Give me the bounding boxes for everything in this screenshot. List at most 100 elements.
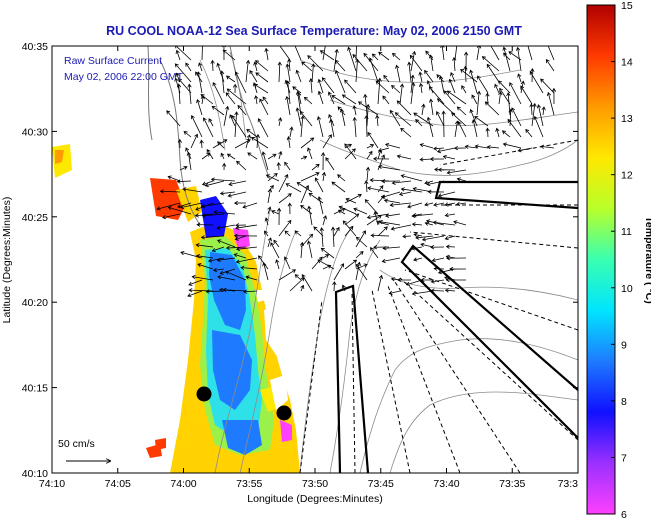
current-vector	[334, 69, 346, 94]
current-vector	[546, 91, 555, 116]
current-vector	[234, 71, 247, 94]
current-vector	[430, 245, 445, 250]
x-tick-label: 73:55	[236, 478, 262, 490]
current-vector	[199, 139, 204, 149]
current-vector	[551, 87, 557, 105]
current-vector	[273, 239, 280, 248]
current-vector	[454, 46, 459, 61]
current-vector	[264, 217, 269, 226]
current-vector	[217, 275, 236, 281]
current-vector	[352, 53, 368, 72]
current-vector	[444, 235, 456, 241]
current-vector	[299, 241, 305, 259]
current-vector	[275, 259, 280, 270]
current-vector	[428, 86, 445, 105]
current-vector	[271, 210, 280, 215]
current-vector	[407, 202, 423, 209]
current-vector	[283, 256, 291, 270]
current-vector	[413, 232, 423, 237]
current-vector	[394, 112, 412, 127]
current-vector	[267, 188, 273, 204]
current-vector	[254, 95, 259, 105]
current-vector	[486, 63, 500, 83]
current-vector	[545, 59, 555, 72]
x-tick-label: 73:50	[302, 478, 328, 490]
current-vector	[301, 274, 313, 292]
colorbar-tick-label: 6	[621, 509, 627, 519]
current-vector	[308, 77, 314, 94]
current-vector	[249, 69, 258, 83]
current-vector	[463, 65, 468, 83]
current-vector	[377, 226, 388, 237]
current-vector	[453, 145, 467, 151]
current-vector	[300, 284, 305, 292]
current-vector	[389, 202, 412, 208]
current-vector	[216, 224, 236, 230]
current-vector	[377, 164, 401, 171]
current-vector	[295, 69, 302, 83]
current-vector	[540, 78, 555, 94]
current-vector	[233, 253, 247, 259]
colorbar-tick-label: 7	[621, 452, 627, 464]
current-vector	[232, 83, 238, 94]
coastline	[147, 46, 271, 226]
current-vector	[444, 213, 456, 218]
current-vector	[195, 253, 214, 259]
current-vector	[317, 90, 324, 105]
current-vector	[202, 117, 214, 138]
current-vector	[419, 143, 434, 149]
current-vector	[277, 61, 282, 83]
current-vector	[471, 94, 478, 105]
current-vector	[258, 255, 269, 270]
current-vector	[368, 57, 379, 83]
colorbar-tick-label: 15	[621, 0, 633, 12]
current-vector	[175, 49, 181, 61]
current-vector	[287, 58, 292, 72]
current-vector	[279, 46, 291, 61]
current-vector	[329, 118, 335, 138]
current-vector	[429, 156, 445, 162]
current-vector	[499, 87, 511, 105]
colorbar-ticks: 15 14 13 12 11 10 9 8 7 6	[611, 0, 633, 519]
current-vector	[355, 230, 366, 248]
current-vector	[407, 61, 412, 83]
current-vector	[481, 56, 500, 72]
current-vector	[536, 104, 544, 127]
colorbar-tick-label: 9	[621, 339, 627, 351]
current-vector	[294, 46, 302, 61]
current-vector	[233, 200, 247, 206]
current-vector	[424, 202, 434, 207]
current-vector	[501, 130, 511, 138]
x-tick-label: 73:40	[433, 478, 459, 490]
current-vector	[322, 46, 326, 61]
current-vector	[440, 46, 445, 61]
current-vector	[188, 288, 214, 293]
current-vector	[167, 206, 192, 215]
current-vector	[176, 83, 182, 105]
current-vector	[418, 82, 424, 94]
current-vector	[317, 259, 335, 270]
current-vector	[389, 109, 401, 127]
current-vectors	[156, 46, 557, 298]
current-vector	[367, 131, 379, 149]
current-vector	[317, 196, 324, 215]
current-vector	[366, 144, 375, 149]
current-vector	[355, 263, 368, 270]
current-vector	[296, 182, 313, 193]
current-vector	[364, 199, 379, 215]
current-vector	[355, 251, 364, 259]
current-vector	[446, 169, 467, 175]
current-vector	[333, 263, 345, 281]
current-vector	[353, 207, 368, 215]
current-vector	[231, 114, 247, 138]
current-vector	[201, 180, 214, 186]
current-vector	[331, 95, 346, 105]
current-vector	[221, 162, 227, 171]
current-vector	[265, 174, 280, 182]
current-vector	[234, 111, 239, 138]
x-tick-label: 74:10	[39, 478, 65, 490]
current-vector	[277, 207, 282, 226]
current-vector	[278, 174, 289, 193]
current-vector	[395, 64, 401, 83]
current-vector	[207, 257, 225, 263]
